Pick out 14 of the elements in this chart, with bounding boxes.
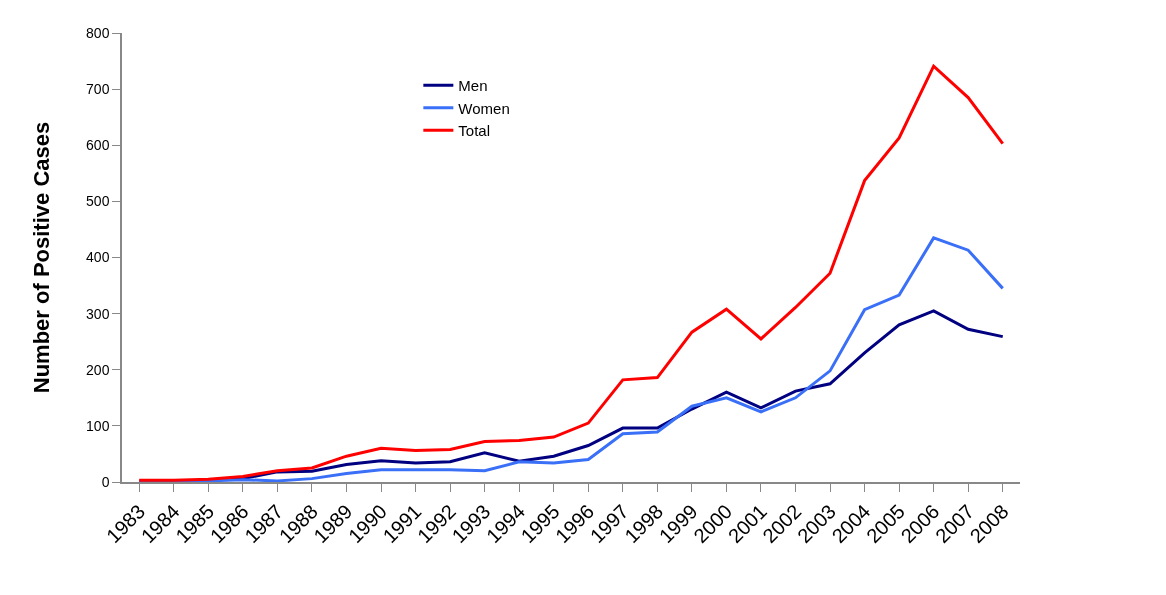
legend-label: Total (458, 122, 491, 140)
y-tick-label: 300 (86, 305, 110, 322)
y-tick-label: 600 (86, 137, 110, 154)
y-tick-label: 200 (86, 361, 110, 378)
y-tick-label: 100 (86, 417, 110, 434)
y-tick-label: 400 (86, 249, 110, 266)
y-tick-label: 700 (86, 81, 110, 98)
y-tick-label: 500 (86, 193, 110, 210)
y-tick-label: 800 (86, 24, 110, 41)
legend-label: Women (458, 99, 510, 117)
line-series (137, 64, 1005, 482)
y-tick-label: 0 (101, 473, 110, 490)
y-axis-title: Number of Positive Cases (29, 121, 55, 394)
legend-label: Men (458, 77, 488, 95)
